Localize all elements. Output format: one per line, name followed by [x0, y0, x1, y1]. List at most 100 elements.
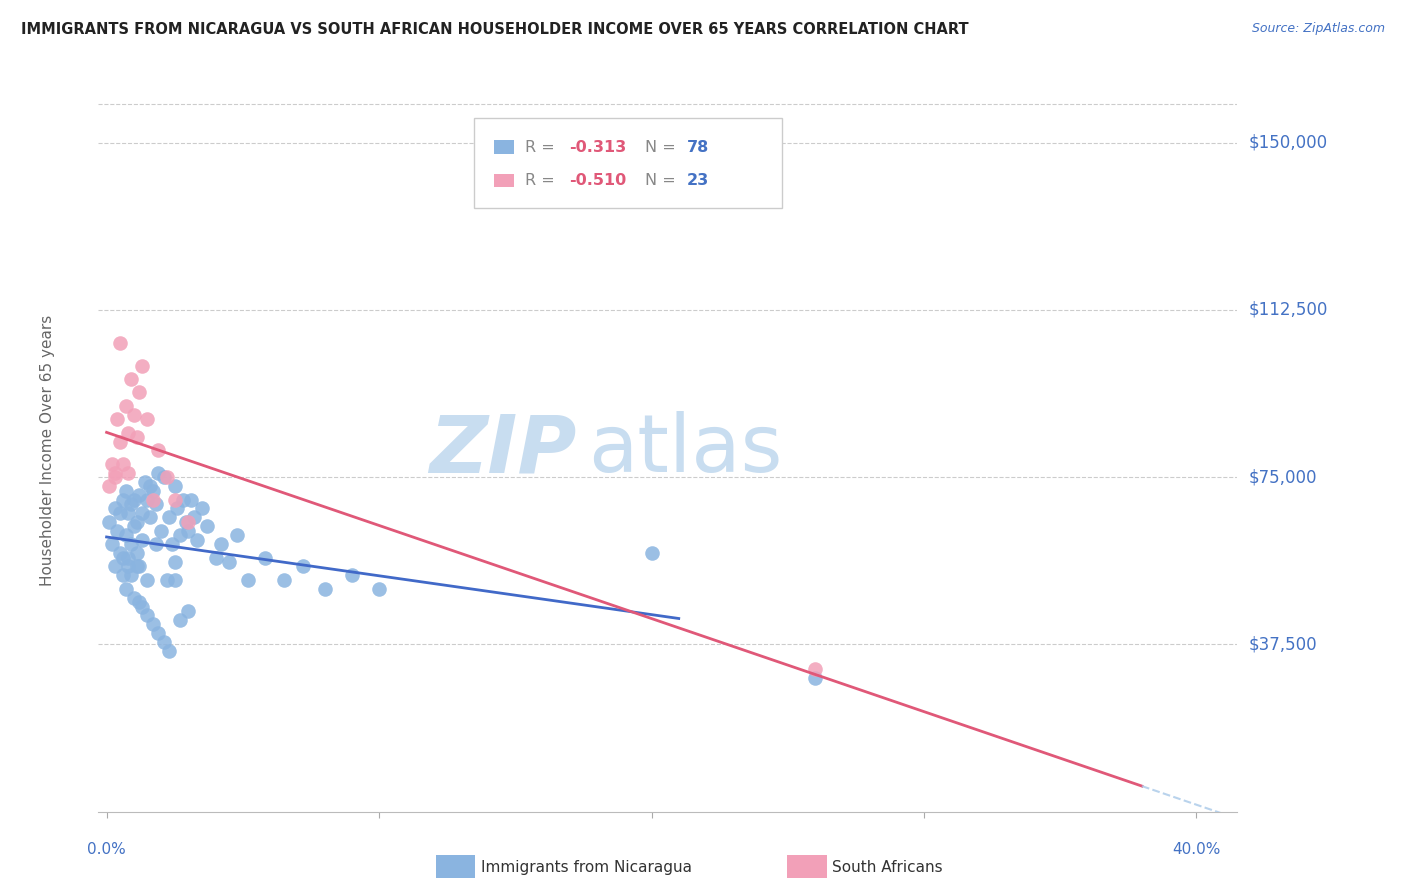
Point [155, 470, 177, 484]
Point [131, 533, 153, 547]
Point [163, 479, 186, 493]
Point [120, 497, 142, 511]
Point [128, 488, 150, 502]
Point [153, 635, 176, 649]
Point [128, 595, 150, 609]
Text: R =: R = [526, 173, 561, 188]
Point [114, 582, 136, 596]
Point [122, 408, 145, 422]
Point [142, 483, 165, 498]
Text: 40.0%: 40.0% [1173, 842, 1220, 857]
Point [368, 582, 391, 596]
Point [122, 591, 145, 605]
Point [148, 443, 170, 458]
Point [128, 385, 150, 400]
Point [111, 568, 134, 582]
Point [197, 519, 219, 533]
Point [98, 515, 121, 529]
Point [157, 644, 180, 658]
Text: N =: N = [645, 139, 681, 154]
Point [125, 515, 148, 529]
Point [125, 546, 148, 560]
Text: Householder Income Over 65 years: Householder Income Over 65 years [39, 315, 55, 586]
Point [131, 599, 153, 614]
Point [204, 550, 226, 565]
Text: atlas: atlas [588, 411, 783, 490]
Point [145, 497, 167, 511]
Text: R =: R = [526, 139, 561, 154]
Point [117, 466, 139, 480]
Text: Source: ZipAtlas.com: Source: ZipAtlas.com [1251, 22, 1385, 36]
Point [111, 457, 134, 471]
Point [177, 524, 200, 538]
Text: 23: 23 [688, 173, 710, 188]
Point [120, 372, 142, 386]
Text: South Africans: South Africans [832, 860, 943, 874]
Point [136, 492, 159, 507]
Point [150, 524, 173, 538]
Point [253, 550, 276, 565]
Point [163, 492, 186, 507]
Point [98, 479, 121, 493]
FancyBboxPatch shape [494, 141, 515, 153]
Point [104, 466, 127, 480]
Text: $75,000: $75,000 [1249, 468, 1317, 486]
Point [134, 475, 156, 489]
Point [340, 568, 363, 582]
Point [804, 662, 827, 676]
Point [111, 492, 134, 507]
Point [166, 501, 188, 516]
Point [191, 501, 214, 516]
Text: $150,000: $150,000 [1249, 134, 1327, 152]
Point [180, 492, 202, 507]
Point [125, 559, 148, 574]
Point [314, 582, 336, 596]
Point [183, 510, 205, 524]
Point [177, 604, 200, 618]
Text: $112,500: $112,500 [1249, 301, 1329, 319]
Point [120, 537, 142, 551]
Point [174, 515, 197, 529]
Point [125, 430, 148, 444]
Point [128, 559, 150, 574]
Point [163, 573, 186, 587]
Point [120, 568, 142, 582]
FancyBboxPatch shape [494, 175, 515, 187]
Text: Immigrants from Nicaragua: Immigrants from Nicaragua [481, 860, 692, 874]
Point [136, 608, 159, 623]
Point [111, 550, 134, 565]
Text: $37,500: $37,500 [1249, 635, 1317, 654]
Point [186, 533, 208, 547]
Point [157, 510, 180, 524]
Point [148, 626, 170, 640]
Text: 78: 78 [688, 139, 710, 154]
FancyBboxPatch shape [474, 118, 782, 209]
Point [273, 573, 295, 587]
Point [117, 506, 139, 520]
Point [101, 457, 124, 471]
Text: N =: N = [645, 173, 681, 188]
Point [110, 434, 132, 449]
Point [131, 359, 153, 373]
Point [172, 492, 194, 507]
Point [122, 519, 145, 533]
Point [114, 399, 136, 413]
Text: ZIP: ZIP [429, 411, 576, 490]
Point [114, 483, 136, 498]
Point [110, 336, 132, 351]
Point [142, 617, 165, 632]
Point [142, 492, 165, 507]
Point [122, 492, 145, 507]
Point [131, 506, 153, 520]
Text: 0.0%: 0.0% [87, 842, 127, 857]
Point [110, 506, 132, 520]
Text: IMMIGRANTS FROM NICARAGUA VS SOUTH AFRICAN HOUSEHOLDER INCOME OVER 65 YEARS CORR: IMMIGRANTS FROM NICARAGUA VS SOUTH AFRIC… [21, 22, 969, 37]
Point [804, 671, 827, 685]
Point [640, 546, 662, 560]
Point [139, 479, 162, 493]
Point [101, 537, 124, 551]
Point [145, 537, 167, 551]
Point [169, 613, 191, 627]
Point [136, 573, 159, 587]
Point [209, 537, 232, 551]
